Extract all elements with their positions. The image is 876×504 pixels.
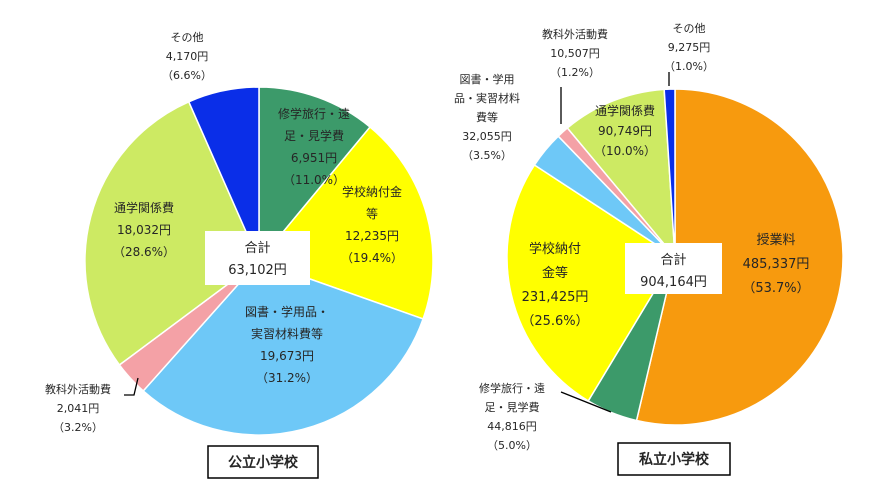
pie-slice bbox=[506, 163, 677, 402]
slice-label-line: 6,951円 bbox=[291, 151, 337, 165]
total-label: 合計 bbox=[660, 252, 686, 268]
slice-label-line: （28.6%） bbox=[113, 245, 175, 259]
slice-label-line: （31.2%） bbox=[256, 371, 318, 385]
slice-label-line: （5.0%） bbox=[487, 439, 537, 452]
slice-label-line: 実習材料費等 bbox=[251, 326, 323, 341]
pie-chart-2: 授業料 485,337円 （53.7%） 修学旅行・遠足・見学費 44,816円 （5.0… bbox=[454, 22, 844, 476]
slice-label-line: 授業料 bbox=[756, 232, 795, 248]
slice-label-line: 9,275円 bbox=[668, 41, 711, 54]
leader-line bbox=[560, 391, 612, 413]
total-value: 904,164円 bbox=[640, 275, 707, 290]
slice-label-line: （19.4%） bbox=[341, 251, 403, 265]
slice-label: 教科外活動費 2,041円 （3.2%） bbox=[45, 382, 111, 434]
chart-title: 私立小学校 bbox=[639, 451, 710, 468]
slice-label-line: 90,749円 bbox=[598, 124, 652, 138]
slice-label: その他 9,275円 （1.0%） bbox=[664, 22, 714, 73]
slice-label-line: 18,032円 bbox=[117, 223, 171, 237]
slice-label-line: 通学関係費 bbox=[114, 200, 174, 215]
slice-label-line: 品・実習材料 bbox=[454, 91, 520, 105]
slice-label-line: （11.0%） bbox=[283, 173, 345, 187]
slice-label-line: 図書・学用 bbox=[460, 72, 515, 86]
slice-label-line: 通学関係費 bbox=[595, 103, 655, 118]
slice-label: 通学関係費 90,749円 （10.0%） bbox=[594, 103, 656, 158]
slice-label: その他 4,170円 （6.6%） bbox=[162, 31, 212, 82]
chart-title-box bbox=[617, 442, 731, 476]
pie-slice bbox=[566, 88, 676, 260]
pie-slice bbox=[258, 86, 372, 264]
chart-title-box bbox=[207, 445, 319, 479]
slice-label-line: 修学旅行・遠 bbox=[479, 381, 545, 395]
slice-label-line: 足・見学費 bbox=[485, 400, 540, 414]
pie-slice bbox=[187, 86, 260, 262]
slice-label-line: 学校納付 bbox=[529, 241, 581, 257]
slice-label-line: （1.2%） bbox=[550, 66, 600, 79]
slice-label-line: 10,507円 bbox=[550, 47, 600, 60]
slice-label-line: （3.2%） bbox=[53, 421, 103, 434]
slice-label: 図書・学用品・実習材料費等 19,673円 （31.2%） bbox=[245, 304, 329, 385]
slice-label-line: （1.0%） bbox=[664, 60, 714, 73]
slice-label-line: （53.7%） bbox=[742, 281, 809, 296]
slice-label-line: 教科外活動費 bbox=[542, 27, 608, 41]
slice-label-line: （25.6%） bbox=[521, 314, 588, 329]
slice-label-line: 費等 bbox=[476, 110, 498, 124]
slice-label-line: その他 bbox=[673, 22, 706, 35]
slice-label: 授業料 485,337円 （53.7%） bbox=[742, 232, 809, 296]
slice-label-line: 12,235円 bbox=[345, 229, 399, 243]
slice-label-line: 2,041円 bbox=[57, 402, 100, 415]
slice-label-line: 金等 bbox=[542, 265, 568, 281]
total-box bbox=[205, 231, 310, 285]
total-value: 63,102円 bbox=[228, 263, 287, 278]
slice-label-line: 修学旅行・遠 bbox=[278, 106, 350, 121]
slice-label: 通学関係費 18,032円 （28.6%） bbox=[113, 200, 175, 259]
slice-label-line: 231,425円 bbox=[522, 290, 589, 305]
slice-label-line: 足・見学費 bbox=[284, 128, 344, 143]
slice-label: 図書・学用品・実習材料費等 32,055円 （3.5%） bbox=[454, 72, 520, 162]
slice-label-line: （6.6%） bbox=[162, 69, 212, 82]
slice-label-line: 485,337円 bbox=[743, 257, 810, 272]
slice-label-line: 教科外活動費 bbox=[45, 382, 111, 396]
total-box bbox=[625, 243, 722, 294]
total-label: 合計 bbox=[244, 240, 270, 256]
slice-label-line: 学校納付金 bbox=[342, 184, 402, 199]
chart-title: 公立小学校 bbox=[228, 454, 299, 471]
pie-slice bbox=[635, 88, 844, 426]
pie-slice bbox=[663, 88, 676, 258]
slice-label-line: 32,055円 bbox=[462, 130, 512, 143]
slice-label-line: 4,170円 bbox=[166, 50, 209, 63]
slice-label: 修学旅行・遠足・見学費 6,951円 （11.0%） bbox=[278, 106, 350, 187]
pie-slice bbox=[84, 100, 260, 366]
slice-label-line: 図書・学用品・ bbox=[245, 304, 329, 319]
slice-label: 修学旅行・遠足・見学費 44,816円 （5.0%） bbox=[479, 381, 545, 452]
slice-label-line: その他 bbox=[171, 31, 204, 44]
slice-label-line: （10.0%） bbox=[594, 144, 656, 158]
slice-label-line: 44,816円 bbox=[487, 420, 537, 433]
pie-slice bbox=[142, 260, 425, 436]
slice-label-line: 等 bbox=[366, 207, 378, 221]
leader-line bbox=[124, 377, 139, 396]
slice-label: 教科外活動費 10,507円 （1.2%） bbox=[542, 27, 608, 79]
slice-label-line: （3.5%） bbox=[462, 149, 512, 162]
slice-label-line: 19,673円 bbox=[260, 349, 314, 363]
